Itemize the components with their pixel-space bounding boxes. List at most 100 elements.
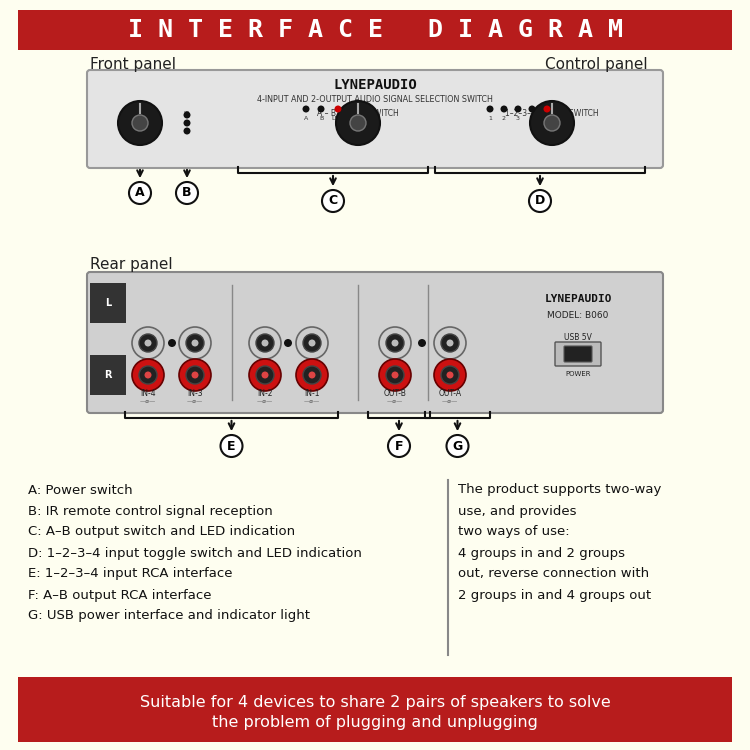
Circle shape: [296, 359, 328, 391]
FancyBboxPatch shape: [555, 342, 601, 366]
Text: OUT-A: OUT-A: [439, 389, 461, 398]
Circle shape: [308, 371, 316, 379]
Text: Suitable for 4 devices to share 2 pairs of speakers to solve: Suitable for 4 devices to share 2 pairs …: [140, 694, 610, 709]
Circle shape: [379, 327, 411, 359]
Circle shape: [184, 112, 190, 118]
Circle shape: [256, 366, 274, 384]
Circle shape: [302, 106, 310, 112]
Circle shape: [262, 340, 268, 346]
Circle shape: [386, 366, 404, 384]
Text: MODEL: B060: MODEL: B060: [548, 310, 609, 320]
Circle shape: [322, 190, 344, 212]
Circle shape: [132, 359, 164, 391]
Text: IR: IR: [184, 111, 190, 117]
Text: out, reverse connection with: out, reverse connection with: [458, 568, 649, 580]
Text: The product supports two-way: The product supports two-way: [458, 484, 662, 496]
Circle shape: [179, 327, 211, 359]
Text: F: F: [394, 440, 404, 452]
FancyBboxPatch shape: [18, 677, 732, 742]
Circle shape: [514, 106, 521, 112]
Circle shape: [529, 106, 536, 112]
Text: 4 groups in and 2 groups: 4 groups in and 2 groups: [458, 547, 625, 560]
Text: 2 groups in and 4 groups out: 2 groups in and 4 groups out: [458, 589, 651, 602]
Circle shape: [139, 366, 157, 384]
Text: A: A: [135, 187, 145, 200]
Circle shape: [249, 327, 281, 359]
Circle shape: [262, 371, 268, 379]
Text: 2: 2: [502, 116, 506, 121]
Text: IN-4: IN-4: [140, 389, 156, 398]
Circle shape: [132, 327, 164, 359]
Circle shape: [249, 359, 281, 391]
Circle shape: [334, 106, 341, 112]
Text: the problem of plugging and unplugging: the problem of plugging and unplugging: [212, 715, 538, 730]
Text: B: B: [182, 187, 192, 200]
FancyBboxPatch shape: [87, 272, 663, 413]
Text: R: R: [104, 370, 112, 380]
Circle shape: [191, 340, 199, 346]
Circle shape: [296, 327, 328, 359]
Circle shape: [500, 106, 508, 112]
Text: Front panel: Front panel: [90, 58, 176, 73]
Text: E: 1–2–3–4 input RCA interface: E: 1–2–3–4 input RCA interface: [28, 568, 233, 580]
Circle shape: [388, 435, 410, 457]
Text: 4: 4: [530, 116, 534, 121]
Text: G: G: [452, 440, 463, 452]
Circle shape: [179, 359, 211, 391]
Text: —⌀—: —⌀—: [140, 398, 156, 404]
Text: POWER: POWER: [566, 371, 591, 377]
Text: Control panel: Control panel: [545, 58, 647, 73]
Text: IN-1: IN-1: [304, 389, 320, 398]
Text: LYNEPAUDIO: LYNEPAUDIO: [333, 78, 417, 92]
Text: C: C: [328, 194, 338, 208]
Text: B: IR remote control signal reception: B: IR remote control signal reception: [28, 505, 273, 518]
Text: IN-2: IN-2: [257, 389, 273, 398]
Circle shape: [139, 334, 157, 352]
Circle shape: [441, 334, 459, 352]
Text: 3: 3: [516, 116, 520, 121]
Text: A: Power switch: A: Power switch: [28, 484, 133, 496]
Text: L: L: [105, 298, 111, 308]
Circle shape: [317, 106, 325, 112]
Circle shape: [441, 366, 459, 384]
Circle shape: [191, 371, 199, 379]
Circle shape: [446, 340, 454, 346]
Circle shape: [303, 366, 321, 384]
Text: LED: LED: [541, 116, 553, 121]
Text: two ways of use:: two ways of use:: [458, 526, 570, 538]
Text: G: USB power interface and indicator light: G: USB power interface and indicator lig…: [28, 610, 310, 622]
Circle shape: [303, 334, 321, 352]
Circle shape: [392, 371, 398, 379]
Text: —⌀—: —⌀—: [256, 398, 273, 404]
Circle shape: [176, 182, 198, 204]
Text: —⌀—: —⌀—: [187, 398, 203, 404]
Text: F: A–B output RCA interface: F: A–B output RCA interface: [28, 589, 211, 602]
Circle shape: [118, 101, 162, 145]
FancyBboxPatch shape: [18, 10, 732, 50]
Text: —⌀—: —⌀—: [304, 398, 320, 404]
FancyBboxPatch shape: [87, 70, 663, 168]
Text: A: A: [304, 116, 308, 121]
Circle shape: [186, 334, 204, 352]
Circle shape: [434, 359, 466, 391]
FancyBboxPatch shape: [564, 346, 592, 362]
Text: LYNEPAUDIO: LYNEPAUDIO: [544, 294, 612, 304]
Circle shape: [132, 115, 148, 131]
Circle shape: [308, 340, 316, 346]
Text: IN-3: IN-3: [188, 389, 202, 398]
Text: D: D: [535, 194, 545, 208]
Circle shape: [386, 334, 404, 352]
Text: —⌀—: —⌀—: [442, 398, 458, 404]
Text: D: 1–2–3–4 input toggle switch and LED indication: D: 1–2–3–4 input toggle switch and LED i…: [28, 547, 362, 560]
Text: use, and provides: use, and provides: [458, 505, 577, 518]
Circle shape: [529, 190, 551, 212]
Text: 1–2–3–4 SELECT SWITCH: 1–2–3–4 SELECT SWITCH: [506, 109, 598, 118]
Text: USB 5V: USB 5V: [564, 334, 592, 343]
Circle shape: [129, 182, 151, 204]
Circle shape: [284, 339, 292, 347]
Text: 4-INPUT AND 2-OUTPUT AUDIO SIGNAL SELECTION SWITCH: 4-INPUT AND 2-OUTPUT AUDIO SIGNAL SELECT…: [257, 94, 493, 104]
Circle shape: [418, 339, 426, 347]
Text: 1: 1: [488, 116, 492, 121]
Circle shape: [379, 359, 411, 391]
Circle shape: [186, 366, 204, 384]
